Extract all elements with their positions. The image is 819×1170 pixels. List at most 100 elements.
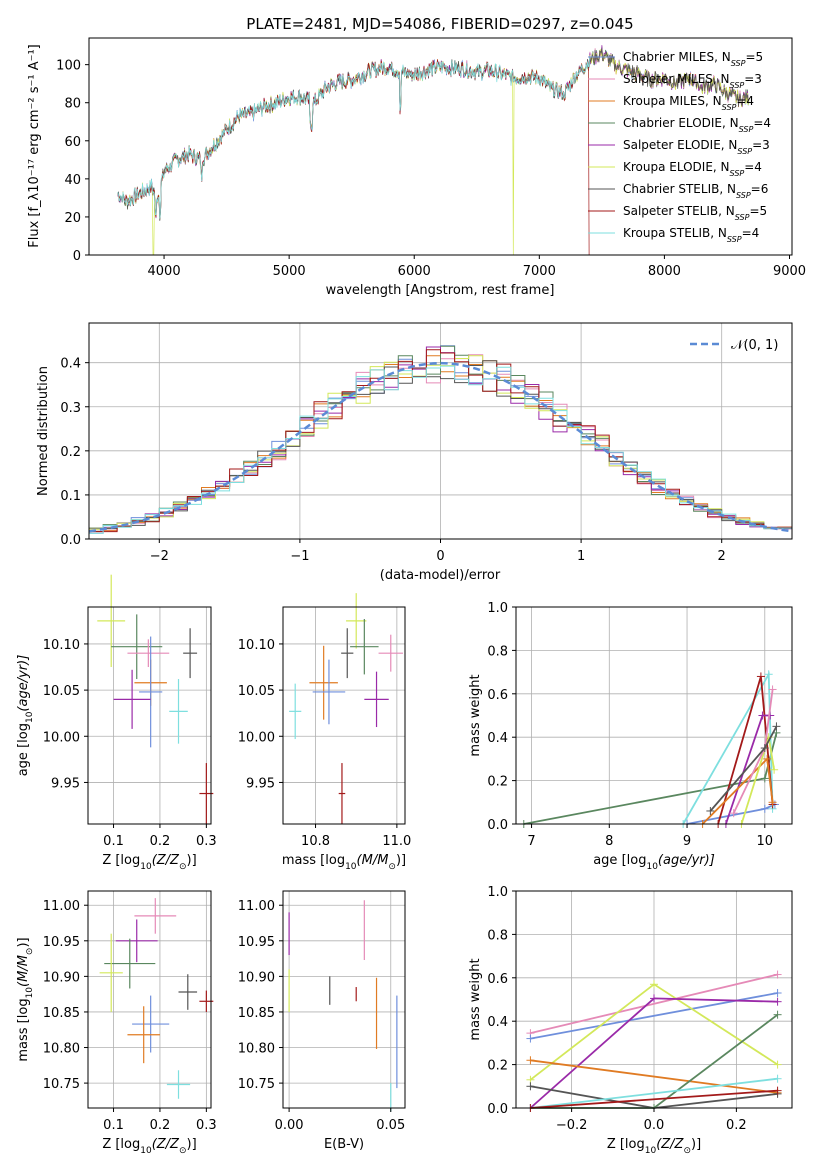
histogram-xtick-label: 0 [436,549,444,564]
axes-frame [87,606,212,825]
massweight-vs-age-panel: 7 8 9 10 0.0 0.2 0.4 0.6 0.8 1.0 age [log10(age/yr… [468,601,793,872]
histogram-step [89,349,792,533]
legend-label: Chabrier STELIB, NSSP=6 [623,182,768,200]
legend-label: Kroupa MILES, NSSP=4 [623,94,754,112]
xtick-label: 0.0 [644,1118,665,1133]
histogram-xtick-label: 2 [718,549,726,564]
massweight-line [682,671,774,825]
xlabel: Z [log10(Z/Z⊙)] [607,1137,701,1156]
massweight-line [530,1077,778,1109]
spectrum-xtick-label: 8000 [648,264,681,279]
spectrum-xtick-label: 9000 [773,264,806,279]
xtick-label: 10 [757,834,774,849]
xtick-label: 7 [527,834,535,849]
ytick-label: 0.2 [487,775,508,790]
ytick-label: 9.95 [51,776,80,791]
ytick-label: 10.10 [238,638,275,653]
massweight-line [725,714,771,825]
spectrum-ytick-label: 100 [56,59,81,74]
histogram-xlabel: (data-model)/error [380,568,501,583]
xlabel: age [log10(age/yr)] [593,853,715,872]
xtick-label: 0.00 [275,1118,304,1133]
legend-label: Salpeter ELODIE, NSSP=3 [623,138,770,156]
legend-label: Kroupa STELIB, NSSP=4 [623,226,759,244]
axes-frame [282,890,406,1109]
xtick-label: 0.1 [103,834,124,849]
residual-histogram-panel: −2 −1 0 1 2 0.0 0.1 0.2 0.3 0.4 (data-model)/erro… [36,322,793,583]
ytick-label: 10.75 [43,1077,80,1092]
ytick-label: 11.00 [43,899,80,914]
spectrum-ytick-label: 60 [64,135,81,150]
massweight-line [530,1089,778,1109]
ytick-label: 10.95 [238,935,275,950]
massweight-line [530,973,778,1034]
normal-curve [88,361,793,533]
axes-frame [282,606,406,825]
spectrum-xtick-label: 4000 [148,264,181,279]
ytick-label: 0.8 [487,644,508,659]
ytick-label: 0.0 [487,818,508,833]
histogram-legend: 𝒩(0, 1) [690,338,778,353]
xtick-label: 0.1 [103,1118,124,1133]
xtick-label: 10.8 [301,834,330,849]
legend-label: Salpeter STELIB, NSSP=5 [623,204,767,222]
xtick-label: 0.3 [196,834,217,849]
xtick-label: 8 [605,834,613,849]
ytick-label: 0.2 [487,1059,508,1074]
ytick-label: 10.00 [43,730,80,745]
ytick-label: 10.10 [43,638,80,653]
xtick-label: 0.2 [726,1118,747,1133]
spectrum-ylabel: Flux [f_λ10⁻¹⁷ erg cm⁻² s⁻¹ A⁻¹] [27,44,42,248]
ytick-label: 10.90 [43,970,80,985]
ytick-label: 1.0 [487,601,508,616]
legend-label: Salpeter MILES, NSSP=3 [623,72,762,90]
ytick-label: 10.00 [238,730,275,745]
ytick-label: 10.95 [43,935,80,950]
ytick-label: 0.6 [487,688,508,703]
ytick-label: 10.85 [238,1006,275,1021]
xlabel: E(B-V) [324,1137,364,1152]
mass-vs-metallicity-panel: 0.1 0.2 0.3 10.75 10.80 10.85 10.90 10.95 11.00 Z… [16,890,217,1156]
massweight-line [530,1059,778,1094]
axes-frame [515,606,793,825]
histogram-ytick-label: 0.1 [60,489,81,504]
histogram-ylabel: Normed distribution [36,366,51,496]
spectrum-xtick-label: 6000 [398,264,431,279]
legend-label: Kroupa ELODIE, NSSP=4 [623,160,762,178]
spectrum-xlabel: wavelength [Angstrom, rest frame] [326,283,555,298]
xlabel: Z [log10(Z/Z⊙)] [102,1137,196,1156]
ytick-label: 10.75 [238,1077,275,1092]
spectrum-ytick-label: 40 [64,173,81,188]
ytick-label: 10.80 [238,1042,275,1057]
histogram-ytick-label: 0.0 [60,533,81,548]
ytick-label: 10.80 [43,1042,80,1057]
ylabel: mass weight [468,958,483,1040]
spectrum-panel: 4000 5000 6000 7000 8000 9000 0 20 40 60 80 100 wav… [27,37,806,298]
age-vs-metallicity-panel: 0.1 0.2 0.3 9.95 10.00 10.05 10.10 Z [log10(Z/Z… [16,574,217,872]
histogram-step [89,355,792,531]
spectrum-ytick-label: 80 [64,97,81,112]
spectrum-ytick-label: 20 [64,211,81,226]
xtick-label: 11.0 [382,834,411,849]
xlabel: Z [log10(Z/Z⊙)] [102,853,196,872]
ytick-label: 1.0 [487,885,508,900]
xtick-label: 9 [683,834,691,849]
xlabel: mass [log10(M/M⊙)] [282,853,406,872]
mass-vs-ebv-panel: 0.00 0.05 10.75 10.80 10.85 10.90 10.95 11.00 E(… [238,890,406,1152]
spectrum-line [117,56,591,219]
ytick-label: 10.05 [43,684,80,699]
ytick-label: 11.00 [238,899,275,914]
ytick-label: 10.05 [238,684,275,699]
histogram-ytick-label: 0.4 [60,357,81,372]
histogram-ytick-label: 0.3 [60,401,81,416]
ylabel: age [log10(age/yr)] [16,655,35,777]
histogram-xtick-label: −1 [290,549,309,564]
ylabel: mass [log10(M/M⊙)] [16,937,35,1061]
ytick-label: 0.4 [487,731,508,746]
ytick-label: 0.8 [487,928,508,943]
xtick-label: 0.2 [150,834,171,849]
xtick-label: −0.2 [556,1118,588,1133]
ytick-label: 10.85 [43,1006,80,1021]
ytick-label: 0.4 [487,1015,508,1030]
